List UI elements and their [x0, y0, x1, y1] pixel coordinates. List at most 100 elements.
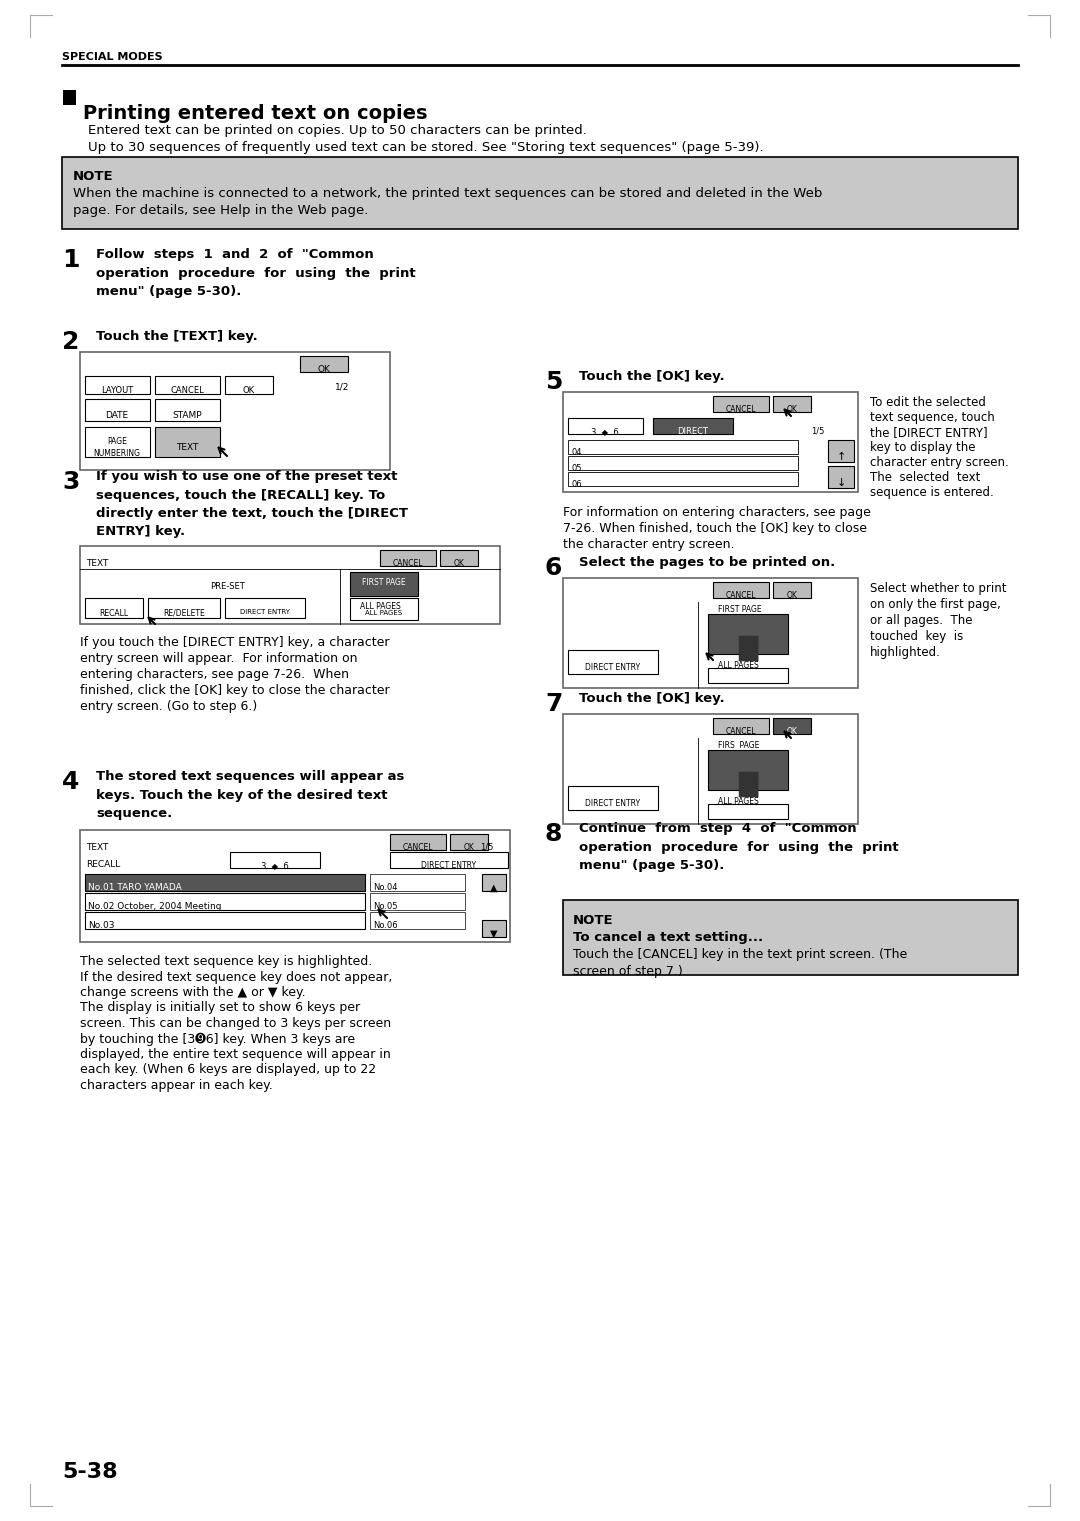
Text: For information on entering characters, see page: For information on entering characters, … [563, 506, 870, 519]
Text: Follow  steps  1  and  2  of  "Common
operation  procedure  for  using  the  pri: Follow steps 1 and 2 of "Common operatio… [96, 248, 416, 298]
Text: ▲: ▲ [490, 884, 498, 893]
Bar [568, 472, 798, 487]
Text: DIRECT ENTRY: DIRECT ENTRY [585, 799, 640, 808]
Text: To edit the selected: To edit the selected [870, 395, 986, 409]
Text: OK: OK [318, 365, 330, 374]
Text: To cancel a text setting...: To cancel a text setting... [573, 931, 764, 945]
Text: No.01 TARO YAMADA: No.01 TARO YAMADA [87, 884, 181, 891]
Text: 8: 8 [545, 821, 563, 846]
Text: STAMP: STAMP [172, 411, 202, 420]
Text: RE/DELETE: RE/DELETE [163, 608, 205, 618]
Text: PRE-SET: PRE-SET [210, 583, 245, 592]
Text: character entry screen.: character entry screen. [870, 456, 1009, 468]
Text: entering characters, see page 7-26.  When: entering characters, see page 7-26. When [80, 668, 349, 681]
Bar [380, 551, 436, 566]
Bar [773, 395, 811, 412]
Bar [482, 875, 507, 891]
Text: change screens with the ▲ or ▼ key.: change screens with the ▲ or ▼ key. [80, 986, 306, 999]
Bar [708, 668, 788, 683]
Text: ALL PAGES: ALL PAGES [718, 662, 759, 669]
Text: TEXT: TEXT [176, 443, 199, 452]
Bar [80, 351, 390, 470]
Text: No.02 October, 2004 Meeting: No.02 October, 2004 Meeting [87, 902, 221, 911]
Bar [300, 356, 348, 373]
Bar [230, 852, 320, 868]
Text: highlighted.: highlighted. [870, 646, 941, 659]
Text: screen. This can be changed to 3 keys per screen: screen. This can be changed to 3 keys pe… [80, 1018, 391, 1030]
Bar [568, 456, 798, 470]
Text: entry screen. (Go to step 6.): entry screen. (Go to step 6.) [80, 700, 257, 713]
Bar [148, 598, 220, 618]
Text: TEXT: TEXT [86, 560, 108, 567]
Text: OK: OK [463, 843, 474, 852]
Text: RECALL: RECALL [86, 859, 120, 868]
Bar [653, 418, 733, 433]
Text: 3  ◆  6: 3 ◆ 6 [591, 427, 619, 437]
Text: 1/5: 1/5 [811, 427, 824, 437]
Bar [156, 399, 220, 421]
Text: RECALL: RECALL [99, 608, 129, 618]
Text: DATE: DATE [106, 411, 129, 420]
Text: each key. (When 6 keys are displayed, up to 22: each key. (When 6 keys are displayed, up… [80, 1063, 376, 1077]
Text: 3  ◆  6: 3 ◆ 6 [261, 861, 288, 870]
Bar [713, 583, 769, 598]
Text: FIRST PAGE: FIRST PAGE [362, 578, 406, 587]
Text: ↓: ↓ [836, 478, 846, 488]
Bar [350, 572, 418, 596]
Text: OK: OK [243, 386, 255, 395]
Text: 2: 2 [62, 330, 79, 354]
Text: 1/2: 1/2 [335, 382, 349, 391]
Text: ALL PAGES: ALL PAGES [365, 610, 403, 616]
Text: Continue  from  step  4  of  "Common
operation  procedure  for  using  the  prin: Continue from step 4 of "Common operatio… [579, 821, 899, 872]
Text: No.04: No.04 [373, 884, 397, 891]
Text: 6: 6 [545, 557, 563, 580]
Text: Up to 30 sequences of frequently used text can be stored. See "Storing text sequ: Up to 30 sequences of frequently used te… [87, 141, 764, 154]
Bar [828, 440, 854, 462]
Text: displayed, the entire text sequence will appear in: displayed, the entire text sequence will… [80, 1048, 391, 1062]
Text: CANCEL: CANCEL [403, 843, 433, 852]
Text: the [DIRECT ENTRY]: the [DIRECT ENTRY] [870, 426, 987, 440]
Bar [85, 893, 365, 910]
Text: sequence is entered.: sequence is entered. [870, 487, 994, 499]
Bar [156, 427, 220, 456]
Text: █: █ [739, 636, 758, 662]
Bar [390, 852, 508, 868]
Bar [440, 551, 478, 566]
Bar [63, 90, 76, 105]
Text: Touch the [TEXT] key.: Touch the [TEXT] key. [96, 330, 258, 344]
Bar [713, 718, 769, 735]
Text: 04: 04 [571, 449, 581, 456]
Bar [156, 376, 220, 394]
Text: 5-38: 5-38 [62, 1462, 118, 1481]
Bar [563, 713, 858, 824]
Text: Entered text can be printed on copies. Up to 50 characters can be printed.: Entered text can be printed on copies. U… [87, 125, 586, 137]
Text: finished, click the [OK] key to close the character: finished, click the [OK] key to close th… [80, 684, 390, 697]
Bar [568, 786, 658, 811]
Text: Touch the [CANCEL] key in the text print screen. (The
screen of step 7.): Touch the [CANCEL] key in the text print… [573, 948, 907, 978]
Text: ALL PAGES: ALL PAGES [360, 602, 401, 611]
Text: ↑: ↑ [836, 452, 846, 462]
Text: 7: 7 [545, 692, 563, 716]
Bar [482, 920, 507, 937]
Text: Select whether to print: Select whether to print [870, 583, 1007, 595]
Text: The stored text sequences will appear as
keys. Touch the key of the desired text: The stored text sequences will appear as… [96, 770, 404, 820]
Text: characters appear in each key.: characters appear in each key. [80, 1078, 273, 1092]
Text: Select the pages to be printed on.: Select the pages to be printed on. [579, 557, 835, 569]
Text: LAYOUT: LAYOUT [100, 386, 133, 395]
Text: FIRST PAGE: FIRST PAGE [718, 605, 761, 614]
Text: No.06: No.06 [373, 922, 397, 929]
Text: the character entry screen.: the character entry screen. [563, 538, 734, 551]
Bar [713, 395, 769, 412]
Text: PAGE
NUMBERING: PAGE NUMBERING [94, 437, 140, 458]
Text: 1: 1 [62, 248, 80, 272]
Bar [85, 913, 365, 929]
Bar [225, 376, 273, 394]
Text: Touch the [OK] key.: Touch the [OK] key. [579, 370, 725, 383]
Bar [568, 649, 658, 674]
Text: text sequence, touch: text sequence, touch [870, 411, 995, 424]
Bar [85, 399, 150, 421]
Bar [708, 750, 788, 789]
Text: DIRECT: DIRECT [677, 427, 708, 437]
Bar [350, 598, 418, 621]
Bar [568, 440, 798, 453]
